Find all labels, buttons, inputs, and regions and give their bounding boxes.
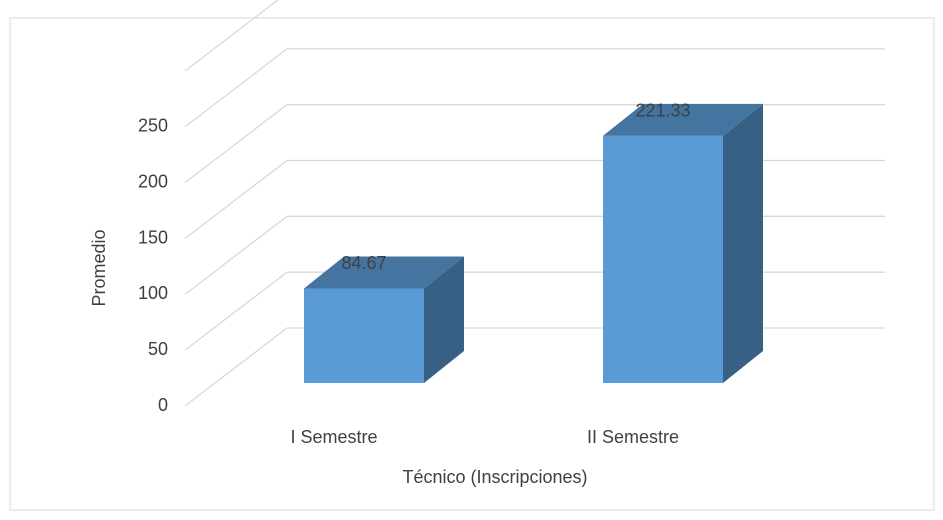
grid-line bbox=[184, 0, 279, 72]
x-axis-title: Técnico (Inscripciones) bbox=[402, 467, 587, 487]
y-tick-label: 250 bbox=[138, 116, 168, 136]
data-label: 221.33 bbox=[635, 101, 690, 121]
bar bbox=[304, 288, 424, 383]
bar bbox=[603, 135, 723, 383]
y-tick-label: 150 bbox=[138, 227, 168, 247]
bar-side bbox=[424, 256, 464, 383]
grid-line bbox=[184, 159, 288, 240]
x-tick-label: II Semestre bbox=[587, 427, 679, 447]
y-tick-label: 0 bbox=[158, 395, 168, 415]
bar-top bbox=[304, 256, 464, 289]
y-tick-label: 200 bbox=[138, 171, 168, 191]
bar-side bbox=[723, 103, 763, 383]
grid-line bbox=[184, 215, 288, 295]
grid-line bbox=[184, 104, 288, 184]
bar-top bbox=[603, 103, 763, 136]
data-label: 84.67 bbox=[341, 253, 386, 273]
y-tick-label: 100 bbox=[138, 283, 168, 303]
y-tick-label: 50 bbox=[148, 339, 168, 359]
grid-line bbox=[184, 48, 288, 128]
x-tick-label: I Semestre bbox=[290, 427, 377, 447]
chart-frame bbox=[9, 17, 935, 511]
grid-line bbox=[184, 327, 288, 407]
grid-line bbox=[184, 271, 288, 351]
y-axis-title: Promedio bbox=[89, 229, 109, 306]
